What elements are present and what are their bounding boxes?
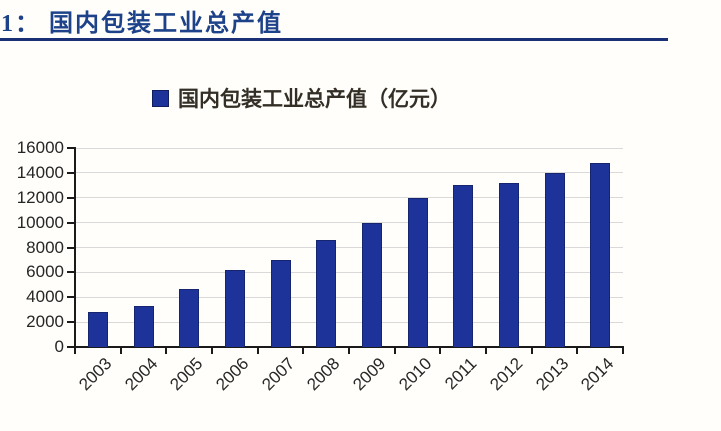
y-axis-tick-label: 4000 (26, 287, 64, 307)
x-axis-tick-mark (439, 348, 442, 354)
x-axis-line (74, 346, 624, 348)
y-axis-tick-label: 2000 (26, 312, 64, 332)
bar-2011 (453, 185, 473, 347)
y-axis-tick-label: 6000 (26, 262, 64, 282)
x-axis-tick-label: 2004 (121, 354, 162, 395)
y-axis-tick-mark (67, 147, 75, 149)
y-axis-tick-mark (67, 196, 75, 199)
gridline-8000 (75, 247, 623, 248)
bar-2004 (134, 306, 154, 347)
bar-2012 (499, 183, 519, 347)
gridline-12000 (75, 197, 623, 198)
x-axis-tick-mark (165, 348, 168, 354)
y-axis-tick-mark (67, 296, 75, 299)
y-axis-tick-label: 10000 (16, 212, 64, 232)
gridline-16000 (75, 148, 623, 149)
bar-2003 (88, 312, 108, 347)
gridline-10000 (75, 222, 623, 223)
x-axis-tick-mark (256, 348, 259, 354)
x-axis-tick-label: 2012 (486, 354, 527, 395)
bar-2006 (225, 270, 245, 347)
y-axis-tick-label: 12000 (16, 187, 64, 207)
y-axis-tick-mark (67, 346, 75, 348)
x-axis-tick-mark (74, 348, 76, 354)
x-axis-tick-mark (211, 348, 213, 354)
x-axis-tick-label: 2009 (349, 354, 390, 395)
y-axis-line (74, 147, 76, 348)
y-axis-tick-mark (67, 171, 75, 174)
x-axis-tick-mark (485, 348, 487, 354)
gridline-6000 (75, 272, 623, 273)
x-axis-tick-label: 2007 (258, 354, 299, 395)
title-underline (0, 38, 668, 41)
x-axis-tick-label: 2010 (395, 354, 436, 395)
x-axis-tick-label: 2014 (577, 354, 618, 395)
x-axis-tick-label: 2011 (441, 354, 481, 394)
bar-2009 (362, 223, 382, 347)
x-axis-tick-mark (119, 348, 122, 354)
legend-series-label: 国内包装工业总产值（亿元） (178, 87, 451, 111)
bar-2007 (271, 260, 291, 347)
x-axis-tick-label: 2008 (303, 354, 344, 395)
x-axis-tick-mark (302, 348, 305, 354)
y-axis-tick-label: 0 (54, 337, 64, 356)
y-axis-tick-label: 16000 (16, 138, 64, 157)
chart-legend: 国内包装工业总产值（亿元） (152, 83, 451, 113)
y-axis-tick-mark (67, 321, 75, 324)
y-axis-tick-label: 8000 (26, 237, 64, 257)
bar-2010 (408, 198, 428, 347)
bar-2005 (179, 289, 199, 347)
figure-title: 1： 国内包装工业总产值 (1, 11, 283, 37)
gridline-4000 (75, 297, 623, 298)
x-axis-tick-label: 2013 (532, 354, 573, 395)
x-axis-tick-label: 2006 (212, 354, 253, 395)
y-axis-tick-label: 14000 (16, 162, 64, 182)
bar-2008 (316, 240, 336, 347)
x-axis-tick-mark (622, 348, 624, 354)
y-axis-tick-mark (67, 246, 75, 249)
x-axis-tick-label: 2003 (75, 354, 116, 395)
x-axis-tick-mark (530, 348, 533, 354)
gridline-2000 (75, 322, 623, 323)
legend-square-icon (152, 89, 169, 107)
x-axis-tick-mark (576, 348, 579, 354)
x-axis-tick-mark (348, 348, 350, 354)
y-axis-tick-mark (67, 271, 75, 274)
bar-2014 (590, 163, 610, 347)
bar-2013 (545, 173, 565, 347)
x-axis-tick-label: 2005 (166, 354, 207, 395)
x-axis-tick-mark (393, 348, 396, 354)
y-axis-tick-mark (67, 221, 75, 224)
gridline-14000 (75, 172, 623, 173)
